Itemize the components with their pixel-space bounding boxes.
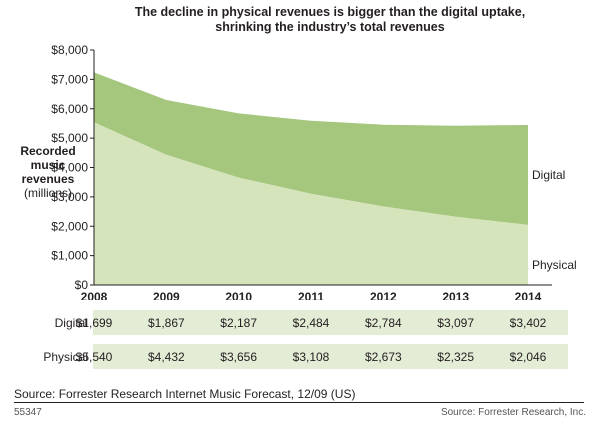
x-tick-label: 2009 — [153, 290, 180, 300]
x-tick-label: 2011 — [298, 290, 324, 300]
area-chart: $0 $1,000 $2,000 $3,000 $4,000 $5,000 $6,000 $7… — [51, 43, 577, 300]
table-cell: $3,097 — [437, 316, 474, 330]
footer-divider — [14, 402, 584, 403]
y-tick-label: $4,000 — [51, 161, 88, 175]
table-cell: $2,784 — [364, 316, 402, 330]
footer-source: Source: Forrester Research, Inc. — [440, 407, 586, 418]
x-tick-label: 2008 — [81, 290, 108, 300]
chart-title-line-2: shrinking the industry’s total revenues — [215, 20, 445, 34]
source-note: Source: Forrester Research Internet Musi… — [14, 387, 356, 401]
figure-id: 55347 — [14, 407, 42, 418]
series-area-digital — [94, 72, 528, 225]
y-tick-label: $3,000 — [51, 190, 88, 204]
table-row-band-physical — [93, 344, 568, 369]
x-tick-label: 2014 — [515, 290, 542, 300]
y-tick-label: $1,000 — [51, 249, 88, 263]
series-area-physical — [94, 122, 528, 285]
table-row-label-digital: Digital — [54, 316, 88, 330]
table-row-label-physical: Physical — [43, 350, 88, 364]
table-cell: $1,699 — [75, 316, 113, 330]
table-cell: $3,108 — [292, 350, 330, 364]
y-tick-label: $7,000 — [51, 72, 88, 86]
y-tick-label: $5,000 — [51, 131, 88, 145]
table-cell: $3,402 — [509, 316, 547, 330]
y-tick-label: $8,000 — [51, 43, 88, 57]
table-cell: $2,187 — [220, 316, 257, 330]
y-tick-label: $2,000 — [51, 219, 88, 233]
table-cell: $2,046 — [509, 350, 547, 364]
series-label-digital: Digital — [532, 168, 565, 182]
x-tick-label: 2010 — [225, 290, 252, 300]
y-axis-label-title: Recorded music revenues — [20, 144, 76, 186]
x-tick-label: 2013 — [442, 290, 469, 300]
y-tick-label: $6,000 — [51, 102, 88, 116]
chart-title-line-1: The decline in physical revenues is bigg… — [134, 5, 526, 19]
table-cell: $3,656 — [220, 350, 257, 364]
x-tick-label: 2012 — [370, 290, 397, 300]
series-label-physical: Physical — [532, 258, 577, 272]
y-tick-label: $0 — [75, 278, 89, 292]
y-axis-label-units: (millions) — [24, 186, 72, 200]
table-row-band-digital — [93, 310, 568, 335]
table-cell: $1,867 — [147, 316, 185, 330]
y-axis-label: Recorded music revenues (millions) — [4, 144, 92, 200]
table-cell: $5,540 — [75, 350, 113, 364]
chart-title: The decline in physical revenues is bigg… — [60, 5, 600, 35]
table-cell: $2,673 — [364, 350, 402, 364]
table-cell: $2,325 — [437, 350, 474, 364]
table-cell: $4,432 — [147, 350, 185, 364]
table-cell: $2,484 — [292, 316, 330, 330]
